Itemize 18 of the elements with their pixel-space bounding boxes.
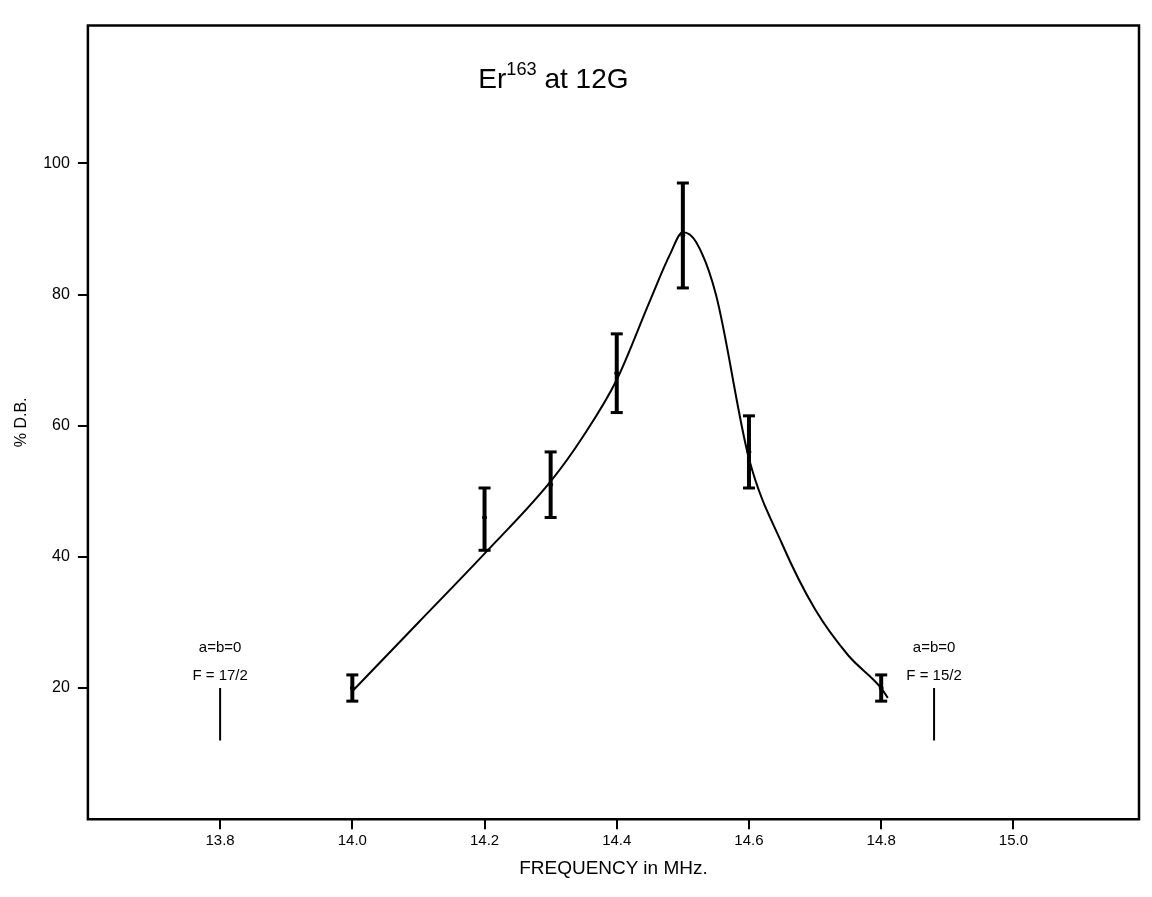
y-axis-title: % D.B. <box>12 397 30 448</box>
annotation: a=b=0 <box>198 638 242 657</box>
y-tick-label: 60 <box>52 416 70 434</box>
annotation: F = 15/2 <box>906 666 962 685</box>
x-tick-label: 14.0 <box>337 831 367 849</box>
x-tick-label: 14.8 <box>866 831 896 849</box>
x-tick-label: 13.8 <box>205 831 235 849</box>
x-tick-label: 14.6 <box>734 831 764 849</box>
x-tick-label: 14.4 <box>602 831 632 849</box>
y-tick-label: 20 <box>52 678 70 696</box>
x-tick-label: 15.0 <box>998 831 1028 849</box>
x-axis-title: FREQUENCY in MHz. <box>519 856 708 878</box>
annotation: F = 17/2 <box>192 666 248 685</box>
x-tick-label: 14.2 <box>469 831 500 849</box>
y-tick-label: 100 <box>43 153 70 171</box>
annotation: a=b=0 <box>912 638 956 657</box>
y-tick-label: 80 <box>52 284 70 302</box>
y-tick-label: 40 <box>52 547 70 565</box>
